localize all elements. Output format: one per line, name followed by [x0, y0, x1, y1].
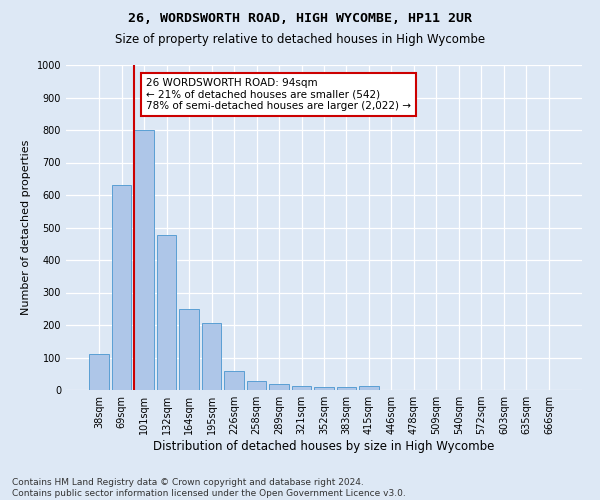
Bar — [269, 384, 289, 390]
Bar — [337, 388, 356, 390]
Bar — [112, 184, 131, 390]
Bar — [292, 386, 311, 390]
Bar — [224, 370, 244, 390]
Bar — [359, 386, 379, 390]
Bar — [157, 234, 176, 390]
Text: Contains HM Land Registry data © Crown copyright and database right 2024.
Contai: Contains HM Land Registry data © Crown c… — [12, 478, 406, 498]
Text: Size of property relative to detached houses in High Wycombe: Size of property relative to detached ho… — [115, 32, 485, 46]
Bar — [134, 130, 154, 390]
Bar — [247, 381, 266, 390]
Bar — [314, 388, 334, 390]
Y-axis label: Number of detached properties: Number of detached properties — [21, 140, 31, 315]
X-axis label: Distribution of detached houses by size in High Wycombe: Distribution of detached houses by size … — [154, 440, 494, 453]
Bar — [89, 354, 109, 390]
Bar — [202, 324, 221, 390]
Text: 26, WORDSWORTH ROAD, HIGH WYCOMBE, HP11 2UR: 26, WORDSWORTH ROAD, HIGH WYCOMBE, HP11 … — [128, 12, 472, 26]
Bar — [179, 308, 199, 390]
Text: 26 WORDSWORTH ROAD: 94sqm
← 21% of detached houses are smaller (542)
78% of semi: 26 WORDSWORTH ROAD: 94sqm ← 21% of detac… — [146, 78, 411, 111]
